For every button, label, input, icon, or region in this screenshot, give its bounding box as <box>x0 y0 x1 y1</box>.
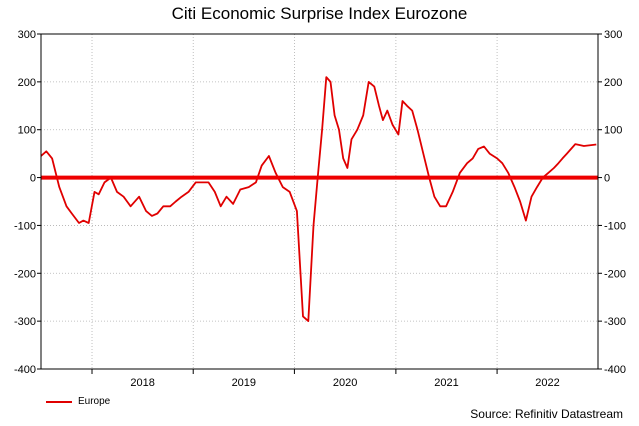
y-tick-label-right: -200 <box>604 268 626 280</box>
y-tick-label-left: -100 <box>14 220 36 232</box>
x-tick-label: 2021 <box>434 377 458 389</box>
y-tick-label-left: 200 <box>18 77 36 89</box>
source-note: Source: Refinitiv Datastream <box>470 407 623 421</box>
y-tick-label-right: 100 <box>604 125 622 137</box>
y-tick-label-right: 200 <box>604 77 622 89</box>
y-tick-label-left: 300 <box>18 29 36 41</box>
y-tick-label-right: 0 <box>604 173 610 185</box>
chart-title: Citi Economic Surprise Index Eurozone <box>171 4 468 23</box>
y-tick-label-left: -200 <box>14 268 36 280</box>
y-tick-label-left: 0 <box>30 173 36 185</box>
y-tick-label-right: -300 <box>604 316 626 328</box>
x-tick-label: 2022 <box>535 377 559 389</box>
y-tick-label-right: -400 <box>604 364 626 376</box>
legend: Europe <box>46 396 110 407</box>
x-tick-label: 2019 <box>232 377 256 389</box>
series-line-europe <box>40 76 597 323</box>
legend-label-europe: Europe <box>78 396 111 407</box>
y-tick-label-left: 100 <box>18 125 36 137</box>
x-tick-label: 2020 <box>333 377 357 389</box>
y-tick-label-left: -300 <box>14 316 36 328</box>
plot-frame <box>40 33 599 370</box>
y-tick-label-right: 300 <box>604 29 622 41</box>
series-layer <box>40 76 598 323</box>
axis-layer: 300 300 200 200 100 100 0 0 -100 -100 -200 -200 -300… <box>14 29 626 389</box>
legend-swatch-europe <box>46 400 72 403</box>
y-tick-label-left: -400 <box>14 364 36 376</box>
y-tick-label-right: -100 <box>604 220 626 232</box>
grid-layer <box>41 34 598 369</box>
x-tick-label: 2018 <box>130 377 154 389</box>
